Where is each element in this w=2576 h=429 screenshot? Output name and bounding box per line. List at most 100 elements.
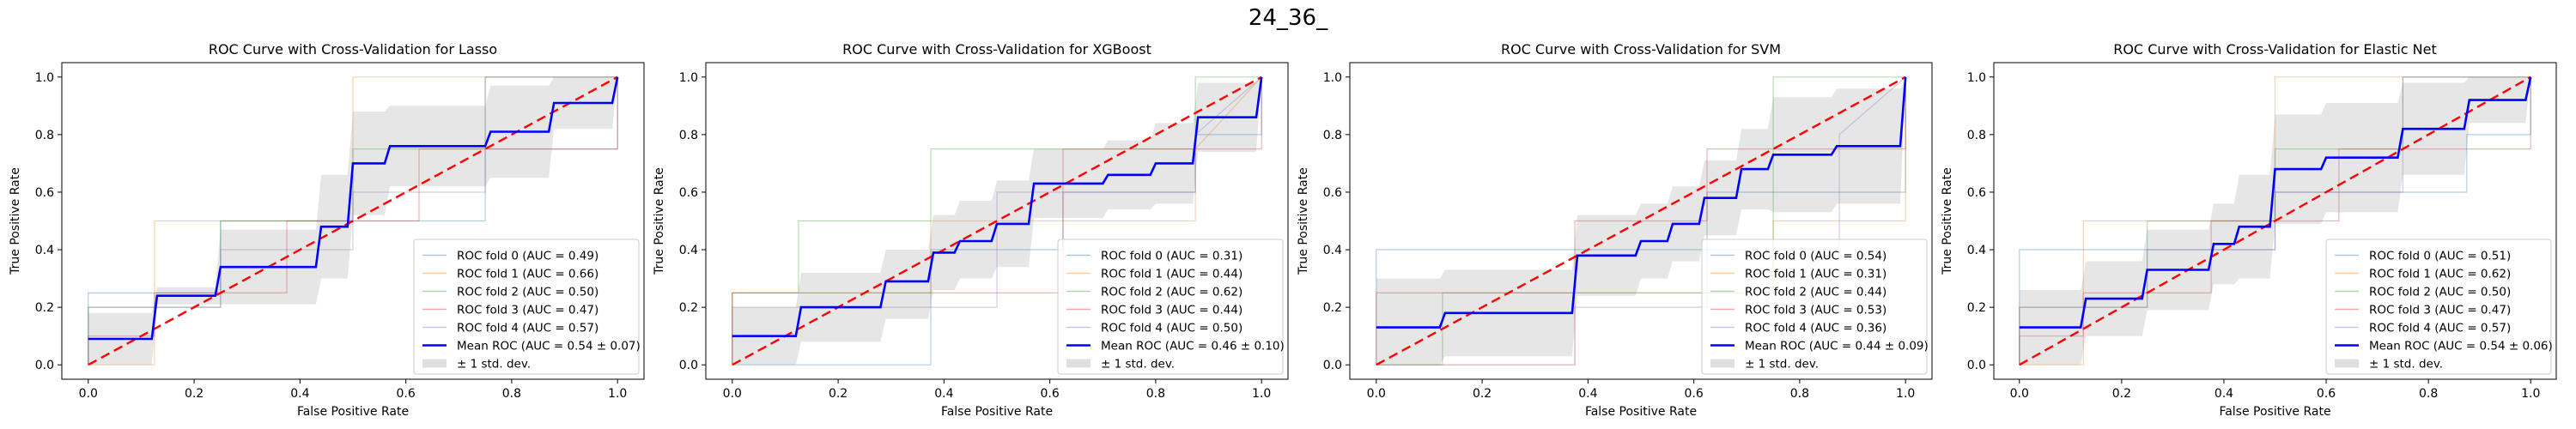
- x-tick-label: 0.8: [1790, 387, 1809, 401]
- x-tick-label: 0.6: [1041, 387, 1060, 401]
- legend-entry-label: ROC fold 1 (AUC = 0.62): [2369, 268, 2511, 281]
- y-tick-label: 0.6: [679, 186, 698, 200]
- y-tick-label: 0.8: [1323, 129, 1342, 142]
- legend-frame: [1057, 239, 1284, 375]
- y-axis-label: True Positive Rate: [1297, 167, 1310, 275]
- y-tick-label: 0.0: [1323, 359, 1342, 372]
- legend-entry-label: ROC fold 0 (AUC = 0.49): [457, 250, 598, 263]
- y-tick-label: 0.4: [35, 244, 54, 257]
- roc-fold-0-line: [88, 76, 618, 366]
- x-tick-label: 0.2: [2112, 387, 2131, 401]
- y-tick-label: 1.0: [35, 71, 54, 85]
- y-tick-label: 0.8: [679, 129, 698, 142]
- legend-std-handle: [2335, 359, 2359, 368]
- chart-title: ROC Curve with Cross-Validation for Elas…: [2113, 41, 2437, 57]
- mean-roc-line: [2019, 76, 2532, 329]
- roc-fold-2-line: [88, 76, 618, 366]
- y-tick-label: 1.0: [1323, 71, 1342, 85]
- axes-frame: [705, 62, 1289, 380]
- chart-title: ROC Curve with Cross-Validation for Lass…: [209, 41, 497, 57]
- x-tick-label: 0.0: [723, 387, 742, 401]
- legend-frame: [1701, 239, 1928, 375]
- legend-entry-label: ROC fold 3 (AUC = 0.44): [1101, 304, 1242, 317]
- legend-entry-label: ROC fold 3 (AUC = 0.53): [1745, 304, 1886, 317]
- x-tick-label: 0.8: [502, 387, 521, 401]
- y-axis-label: True Positive Rate: [9, 167, 22, 275]
- y-tick-label: 0.6: [35, 186, 54, 200]
- y-tick-label: 1.0: [679, 71, 698, 85]
- legend-frame: [2325, 239, 2552, 375]
- y-tick-label: 0.4: [1323, 244, 1342, 257]
- legend-entry-label: ROC fold 2 (AUC = 0.44): [1745, 286, 1886, 299]
- legend-std-handle: [1066, 359, 1091, 368]
- chart-title: ROC Curve with Cross-Validation for XGBo…: [842, 41, 1151, 57]
- y-tick-label: 1.0: [1967, 71, 1986, 85]
- roc-fold-0-line: [1376, 76, 1906, 366]
- y-tick-label: 0.6: [1967, 186, 1986, 200]
- roc-fold-4-line: [88, 76, 618, 366]
- plot-area: [88, 76, 619, 366]
- legend-entry-label: ROC fold 3 (AUC = 0.47): [2369, 304, 2511, 317]
- x-tick-label: 0.4: [1578, 387, 1597, 401]
- legend-entry-label: ROC fold 4 (AUC = 0.50): [1101, 322, 1242, 335]
- legend: ROC fold 0 (AUC = 0.51) ROC fold 1 (AUC =…: [2325, 239, 2553, 375]
- x-tick-label: 0.4: [934, 387, 953, 401]
- x-tick-label: 0.0: [79, 387, 98, 401]
- legend-entry-label: Mean ROC (AUC = 0.46 ± 0.10): [1101, 340, 1285, 353]
- x-tick-label: 0.0: [2010, 387, 2029, 401]
- chart-panel-1: 0.0 0.2 0.4 0.6 0.8 1.0 0.0 0.2 0.4 0.6 0.8 1.0 ROC …: [653, 41, 1289, 419]
- chart-title: ROC Curve with Cross-Validation for SVM: [1501, 41, 1781, 57]
- x-tick-label: 0.6: [397, 387, 416, 401]
- legend-entry-label: ROC fold 1 (AUC = 0.66): [457, 268, 598, 281]
- legend-entry-label: Mean ROC (AUC = 0.54 ± 0.07): [457, 340, 641, 353]
- legend-std-handle: [1710, 359, 1735, 368]
- axes-frame: [1349, 62, 1933, 380]
- mean-roc-line: [1376, 76, 1907, 329]
- roc-fold-1-line: [2019, 76, 2531, 366]
- x-tick-label: 0.4: [290, 387, 309, 401]
- legend-entry-label: ROC fold 1 (AUC = 0.31): [1745, 268, 1886, 281]
- x-axis-label: False Positive Rate: [1585, 405, 1697, 419]
- legend-entry-label: ROC fold 2 (AUC = 0.50): [457, 286, 598, 299]
- axes-frame: [1993, 62, 2557, 380]
- x-tick-label: 0.6: [2317, 387, 2336, 401]
- x-tick-label: 1.0: [2521, 387, 2540, 401]
- axes-frame: [61, 62, 645, 380]
- y-tick-label: 0.2: [1323, 301, 1342, 315]
- chart-panel-2: 0.0 0.2 0.4 0.6 0.8 1.0 0.0 0.2 0.4 0.6 0.8 1.0 ROC …: [1297, 41, 1933, 419]
- legend: ROC fold 0 (AUC = 0.49) ROC fold 1 (AUC =…: [413, 239, 641, 375]
- legend-entry-label: ± 1 std. dev.: [457, 358, 531, 372]
- legend-entry-label: ROC fold 0 (AUC = 0.51): [2369, 250, 2511, 263]
- y-tick-label: 0.4: [1967, 244, 1986, 257]
- roc-fold-2-line: [732, 76, 1262, 366]
- y-axis-label: True Positive Rate: [1941, 167, 1954, 275]
- figure-suptitle: 24_36_: [1248, 5, 1328, 31]
- legend-entry-label: Mean ROC (AUC = 0.54 ± 0.06): [2369, 340, 2553, 353]
- chance-line: [88, 76, 618, 366]
- x-axis-label: False Positive Rate: [2219, 405, 2330, 419]
- legend-entry-label: ROC fold 4 (AUC = 0.57): [2369, 322, 2511, 335]
- legend-entry-label: ROC fold 0 (AUC = 0.54): [1745, 250, 1886, 263]
- x-tick-label: 0.8: [1146, 387, 1165, 401]
- legend-entry-label: ROC fold 4 (AUC = 0.36): [1745, 322, 1886, 335]
- x-tick-label: 0.4: [2215, 387, 2233, 401]
- roc-fold-0-line: [2019, 76, 2531, 366]
- chance-line: [1376, 76, 1906, 366]
- x-axis-label: False Positive Rate: [941, 405, 1053, 419]
- chance-line: [2019, 76, 2531, 366]
- x-tick-label: 0.2: [829, 387, 848, 401]
- chart-panel-0: 0.0 0.2 0.4 0.6 0.8 1.0 0.0 0.2 0.4 0.6 0.8 1.0 ROC …: [9, 41, 645, 419]
- roc-fold-0-line: [732, 76, 1262, 366]
- y-tick-label: 0.0: [35, 359, 54, 372]
- legend-entry-label: ROC fold 2 (AUC = 0.50): [2369, 286, 2511, 299]
- legend: ROC fold 0 (AUC = 0.54) ROC fold 1 (AUC =…: [1701, 239, 1929, 375]
- x-axis-label: False Positive Rate: [297, 405, 409, 419]
- y-tick-label: 0.2: [1967, 301, 1986, 315]
- y-tick-label: 0.0: [679, 359, 698, 372]
- y-tick-label: 0.8: [1967, 129, 1986, 142]
- y-tick-label: 0.8: [35, 129, 54, 142]
- legend: ROC fold 0 (AUC = 0.31) ROC fold 1 (AUC =…: [1057, 239, 1285, 375]
- x-tick-label: 0.2: [185, 387, 204, 401]
- x-tick-label: 0.6: [1685, 387, 1704, 401]
